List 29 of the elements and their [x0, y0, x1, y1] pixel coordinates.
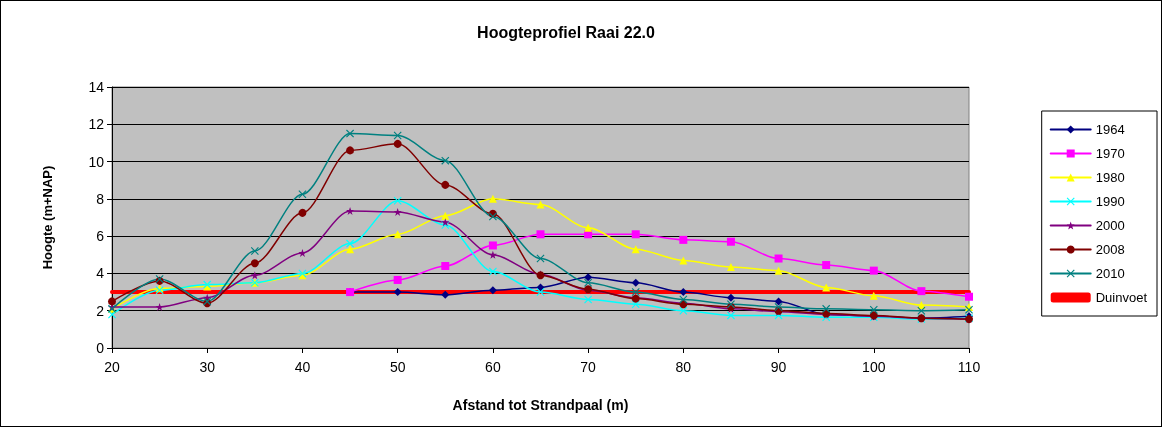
legend-label: 1990: [1095, 194, 1125, 209]
x-tick-label: 60: [485, 359, 501, 375]
y-tick-label: 6: [96, 228, 105, 245]
legend-label: 2000: [1095, 218, 1125, 233]
x-tick-label: 100: [862, 359, 886, 375]
legend-label: 1964: [1095, 122, 1125, 137]
x-tick-label: 80: [675, 359, 692, 375]
y-tick-label: 8: [96, 190, 105, 207]
y-axis-title: Hoogte (m+NAP): [40, 165, 55, 270]
legend-label: 1970: [1095, 146, 1125, 161]
x-tick-label: 90: [770, 359, 787, 375]
x-tick-label: 110: [957, 359, 981, 375]
chart-title: Hoogteprofiel Raai 22.0: [477, 23, 656, 41]
x-tick-label: 30: [199, 359, 216, 375]
y-tick-label: 0: [96, 340, 105, 356]
legend-label: 1980: [1095, 170, 1125, 185]
x-tick-label: 70: [580, 359, 597, 375]
y-tick-label: 12: [88, 116, 105, 133]
x-tick-label: 40: [294, 359, 311, 375]
legend-label: Duinvoet: [1095, 290, 1148, 305]
y-tick-label: 4: [96, 265, 105, 282]
legend-label: 2008: [1095, 242, 1125, 257]
y-tick-label: 2: [96, 302, 105, 319]
x-tick-label: 50: [389, 359, 406, 375]
y-tick-label: 14: [88, 79, 105, 95]
x-axis-title: Afstand tot Strandpaal (m): [452, 397, 629, 413]
legend-label: 2010: [1095, 266, 1125, 281]
x-tick-label: 20: [104, 359, 120, 375]
y-tick-label: 10: [88, 153, 105, 170]
